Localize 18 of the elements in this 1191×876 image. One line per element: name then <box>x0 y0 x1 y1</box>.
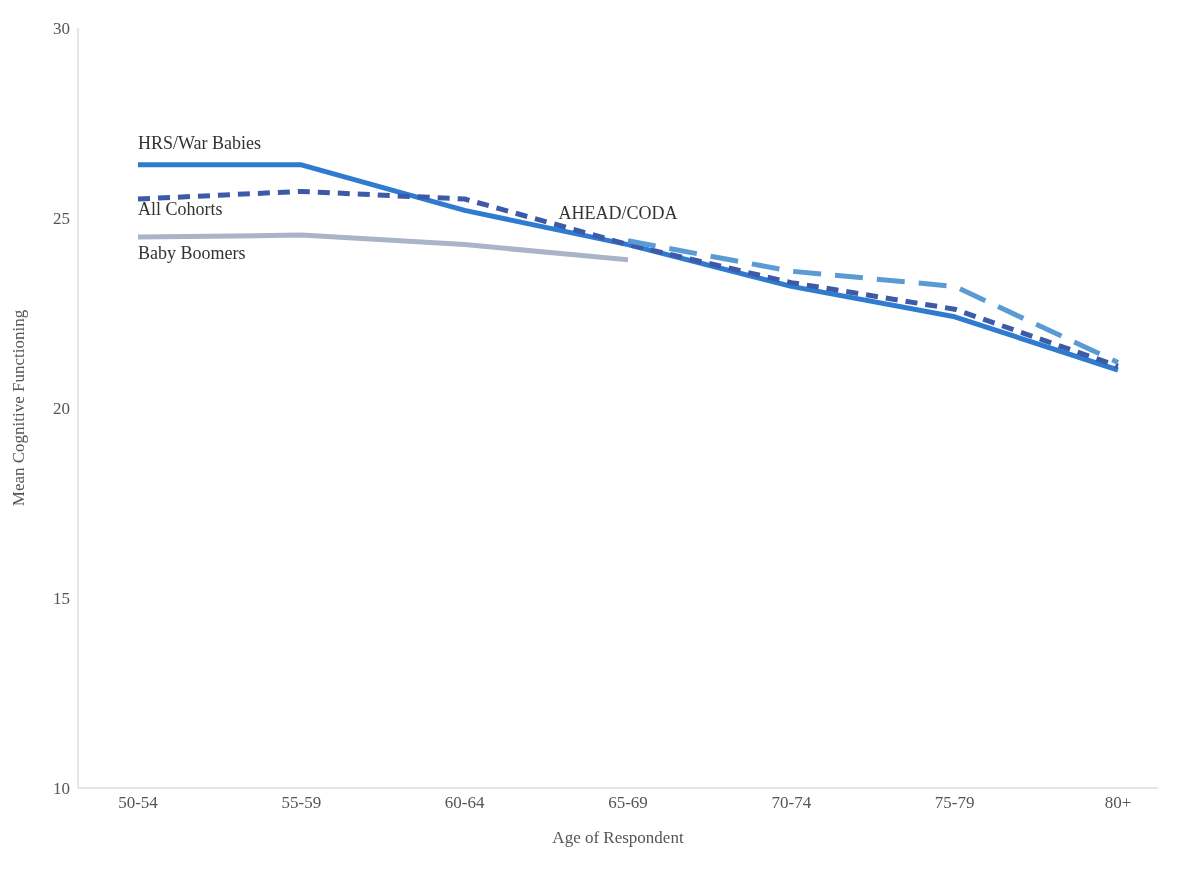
x-tick-label: 70-74 <box>771 793 812 813</box>
y-tick-label: 30 <box>53 19 70 39</box>
x-tick-label: 65-69 <box>608 793 648 813</box>
y-tick-label: 10 <box>53 779 70 799</box>
y-tick-label: 15 <box>53 589 70 609</box>
y-axis-title: Mean Cognitive Functioning <box>9 309 29 507</box>
series-label: All Cohorts <box>138 199 223 219</box>
x-tick-label: 80+ <box>1104 793 1132 813</box>
y-tick-label: 25 <box>53 209 70 229</box>
series-label: HRS/War Babies <box>138 132 262 153</box>
y-tick-label: 20 <box>53 399 70 419</box>
x-tick-label: 60-64 <box>444 793 485 813</box>
x-tick-label: 50-54 <box>118 793 159 813</box>
series-label: Baby Boomers <box>138 243 246 263</box>
x-tick-label: 55-59 <box>281 793 322 813</box>
x-axis-title: Age of Respondent <box>552 828 684 847</box>
series-label: AHEAD/CODA <box>558 202 678 223</box>
x-tick-label: 75-79 <box>934 793 975 813</box>
